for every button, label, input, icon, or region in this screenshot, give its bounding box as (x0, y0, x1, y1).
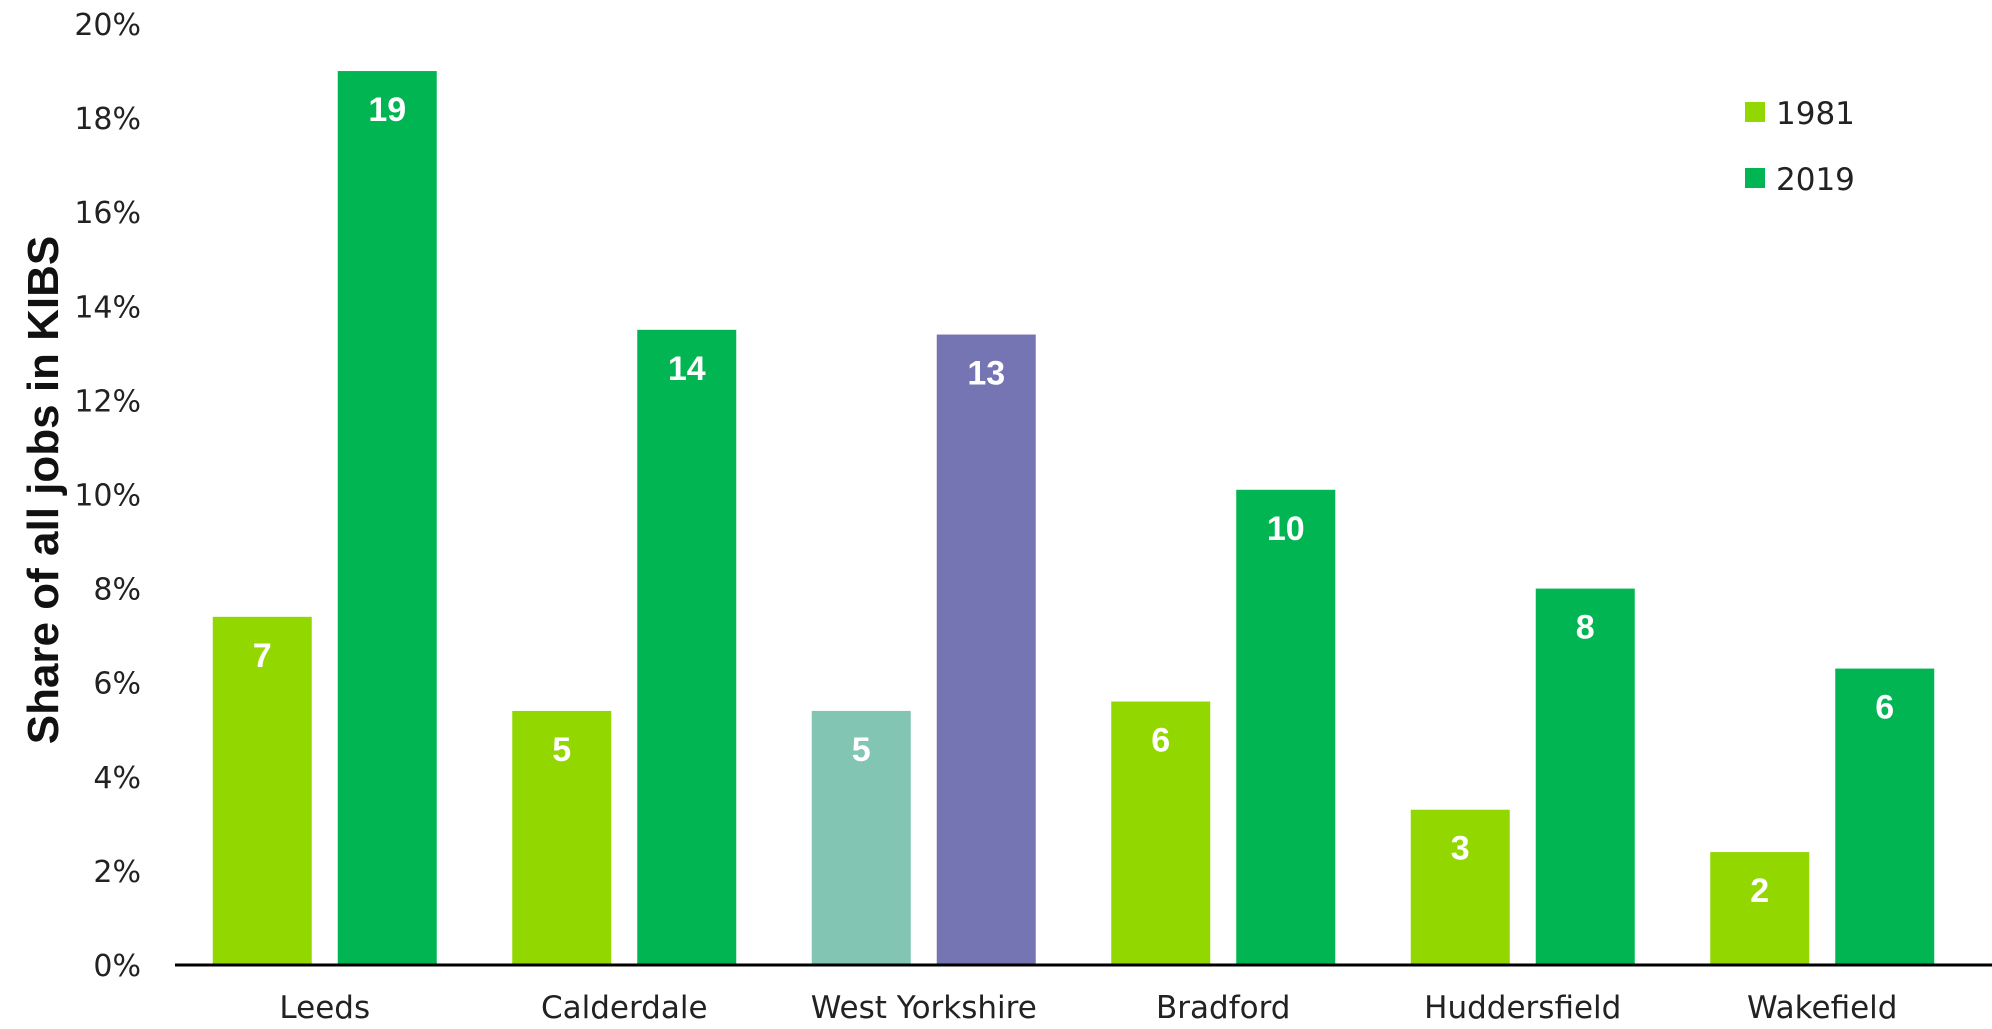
y-tick-label: 0% (93, 949, 141, 984)
legend: 1981 2019 (1745, 96, 1855, 198)
data-label: 2 (1750, 872, 1769, 910)
y-tick-label: 12% (74, 384, 141, 419)
bar-2019-leeds (337, 71, 437, 966)
bar-1981-west-yorkshire (811, 710, 911, 965)
data-labels: 7 19 5 14 5 13 6 10 3 8 2 6 (253, 91, 1894, 910)
y-tick-label: 18% (74, 102, 141, 137)
data-label: 6 (1875, 689, 1894, 727)
y-tick-label: 16% (74, 196, 141, 231)
bar-1981-calderdale (512, 710, 612, 965)
bar-1981-leeds (212, 616, 312, 965)
data-label: 19 (368, 91, 406, 129)
bar-2019-huddersfield (1535, 588, 1635, 965)
y-axis-title: Share of all jobs in KIBS (19, 236, 68, 745)
category-label: Leeds (279, 990, 370, 1026)
bar-1981-wakefield (1710, 852, 1810, 965)
data-label: 5 (552, 731, 571, 769)
y-tick-label: 6% (93, 667, 141, 702)
bar-2019-bradford (1236, 489, 1336, 965)
data-label: 6 (1151, 722, 1170, 760)
category-label: Bradford (1156, 990, 1290, 1026)
category-label: Huddersfield (1424, 990, 1621, 1026)
y-tick-label: 2% (93, 855, 141, 890)
bar-1981-bradford (1111, 701, 1211, 965)
data-label: 13 (967, 355, 1005, 393)
y-tick-label: 10% (74, 479, 141, 514)
bar-1981-huddersfield (1410, 809, 1510, 965)
y-tick-label: 20% (74, 8, 141, 43)
data-label: 5 (852, 731, 871, 769)
data-label: 10 (1267, 510, 1305, 548)
bar-2019-west-yorkshire (936, 334, 1036, 965)
category-labels: Leeds Calderdale West Yorkshire Bradford Hud… (279, 990, 1897, 1026)
y-tick-label: 8% (93, 573, 141, 608)
legend-label: 1981 (1776, 96, 1855, 132)
legend-swatch (1745, 102, 1765, 122)
legend-swatch (1745, 168, 1765, 188)
data-label: 7 (253, 637, 272, 675)
y-tick-label: 4% (93, 761, 141, 796)
y-tick-label: 14% (74, 290, 141, 325)
data-label: 8 (1576, 609, 1595, 647)
y-axis-ticks: 0% 2% 4% 6% 8% 10% 12% 14% 16% 18% 20% (74, 8, 141, 984)
category-label: West Yorkshire (811, 990, 1037, 1026)
category-label: Wakefield (1747, 990, 1897, 1026)
data-label: 3 (1451, 830, 1470, 868)
bar-2019-calderdale (637, 329, 737, 965)
category-label: Calderdale (541, 990, 708, 1026)
legend-label: 2019 (1776, 162, 1855, 198)
data-label: 14 (668, 350, 706, 388)
bars (212, 71, 1935, 966)
bar-2019-wakefield (1835, 668, 1935, 965)
